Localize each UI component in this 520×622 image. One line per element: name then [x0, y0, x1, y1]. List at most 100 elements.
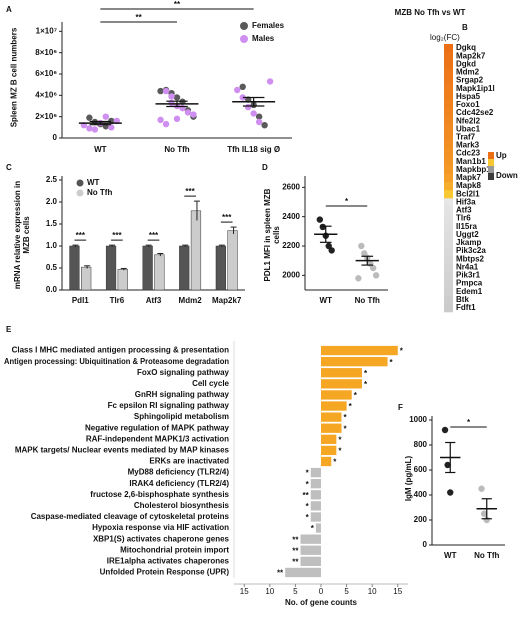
row-label: Cdc23 [456, 149, 481, 158]
row-label: Mbtps2 [456, 254, 485, 263]
heat-cell [444, 198, 453, 207]
category-label: IRE1alpha activates chaperones [107, 556, 230, 565]
data-point [261, 122, 268, 129]
legend-label: No Tfh [87, 188, 112, 197]
x-tick-label: WT [94, 145, 107, 154]
category-label: fructose 2,6-bisphosphate synthesis [90, 490, 229, 499]
panel-label: E [6, 325, 12, 334]
significance-label: * [467, 418, 471, 427]
bar [310, 479, 321, 489]
row-label: Foxo1 [456, 100, 480, 109]
heat-cell [444, 133, 453, 142]
x-tick-label: 5 [344, 587, 349, 596]
category-label: ERKs are inactivated [149, 457, 229, 466]
category-label: IRAK4 deficiency (TLR2/4) [129, 479, 229, 488]
x-tick-label: Pdl1 [72, 296, 89, 305]
x-tick-label: Tfh IL18 sig Ø [227, 145, 280, 154]
significance-label: * [364, 369, 368, 378]
x-tick-label: Mdm2 [179, 296, 203, 305]
row-label: Bcl2l1 [456, 189, 480, 198]
category-label: Negative regulation of MAPK pathway [85, 423, 230, 432]
category-label: RAF-independent MAPK1/3 activation [86, 434, 229, 443]
bar [310, 490, 321, 500]
y-tick-label: 1000 [409, 415, 427, 424]
y-tick-label: 600 [414, 465, 428, 474]
significance-label: ** [292, 546, 299, 555]
heat-cell [444, 149, 453, 158]
category-label: XBP1(S) activates chaperone genes [93, 534, 230, 543]
chart-title: MZB No Tfh vs WT [395, 8, 466, 17]
significance-label: * [343, 424, 347, 433]
x-tick-label: Atf3 [146, 296, 162, 305]
heat-cell [444, 100, 453, 110]
legend-marker [76, 189, 84, 197]
data-point [250, 110, 257, 117]
legend-label: Females [252, 21, 285, 30]
row-label: Cdc42se2 [456, 108, 494, 117]
significance-label: ** [174, 0, 181, 9]
significance-label: ** [303, 491, 310, 500]
y-axis-label: IgM (pg/mL) [403, 455, 413, 501]
bar [81, 266, 92, 291]
significance-label: * [354, 391, 358, 400]
row-label: Map2k7 [456, 51, 486, 60]
row-label: Jkamp [456, 238, 481, 247]
significance-label: * [345, 197, 349, 206]
heat-cell [444, 68, 453, 77]
heat-cell [444, 206, 453, 215]
bar [321, 390, 352, 400]
data-point [316, 216, 324, 223]
bar [190, 210, 202, 291]
panel-label: F [398, 403, 403, 412]
row-label: Hspa5 [456, 92, 481, 101]
category-label: FoxO signaling pathway [137, 368, 230, 377]
bar [321, 434, 337, 444]
bar [300, 556, 321, 567]
data-point [179, 104, 186, 112]
significance-label: * [338, 447, 342, 456]
bar [315, 523, 321, 533]
category-label: Antigen processing: Ubiquitination & Pro… [4, 357, 229, 366]
data-point [441, 426, 449, 434]
significance-label: ** [277, 569, 284, 578]
legend-marker [76, 179, 84, 187]
row-label: Uggt2 [456, 230, 479, 239]
y-axis-label: PDL1 MFI in spleen MZB cells [263, 188, 281, 282]
heat-cell [444, 190, 453, 199]
colorbar-swatch [488, 166, 494, 173]
data-point [162, 87, 170, 95]
y-tick-label: 8×10⁶ [35, 48, 57, 57]
y-axis-label: Spleen MZ B cell numbers [9, 27, 19, 128]
data-point [86, 125, 93, 132]
category-label: Unfolded Protein Response (UPR) [100, 568, 230, 577]
y-tick-label: 0.5 [46, 263, 58, 272]
bar [117, 269, 128, 291]
data-point [168, 99, 175, 107]
x-tick-label: 5 [293, 587, 298, 596]
colorbar-swatch [488, 159, 494, 166]
data-point [102, 123, 110, 130]
panel-label: A [6, 5, 12, 14]
panel-label: B [462, 23, 468, 32]
data-point [168, 93, 175, 100]
heat-cell [444, 108, 453, 118]
y-tick-label: 1×10⁷ [36, 26, 57, 35]
data-point [358, 242, 365, 250]
heat-cell [444, 247, 453, 256]
category-label: Caspase-mediated cleavage of cytoskeleta… [31, 512, 230, 521]
bar [227, 230, 238, 291]
x-tick-label: 15 [393, 587, 402, 596]
significance-label: *** [185, 187, 195, 196]
row-label: Srgap2 [456, 76, 484, 85]
category-label: Cell cycle [192, 379, 229, 388]
data-point [91, 126, 99, 133]
x-tick-label: Tlr6 [110, 296, 125, 305]
category-label: Mitochondrial protein import [120, 545, 229, 554]
heat-cell [444, 60, 453, 69]
x-tick-label: 15 [240, 587, 249, 596]
heat-cell [444, 141, 453, 150]
heat-cell [444, 222, 453, 232]
heat-cell [444, 279, 453, 288]
bar [310, 467, 321, 478]
bar [321, 456, 332, 467]
